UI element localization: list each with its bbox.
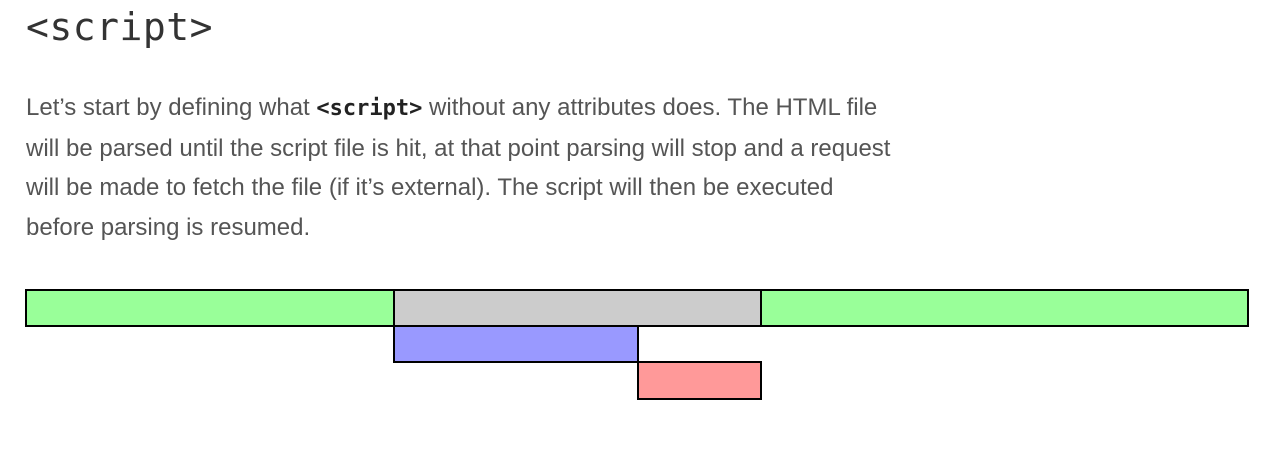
intro-paragraph: Let’s start by defining what <script> wi… bbox=[26, 88, 906, 247]
paragraph-text-before-code: Let’s start by defining what bbox=[26, 94, 317, 121]
html-parsing-bar-after bbox=[760, 289, 1249, 327]
paragraph-text-after-code: without any attributes does. The HTML fi… bbox=[26, 94, 891, 241]
parser-paused-bar bbox=[393, 289, 762, 327]
script-execution-bar bbox=[637, 361, 762, 400]
script-download-bar bbox=[393, 325, 639, 363]
html-parsing-bar-before bbox=[25, 289, 395, 327]
page-heading: <script> bbox=[26, 5, 214, 49]
inline-code-script-tag: <script> bbox=[316, 96, 423, 121]
